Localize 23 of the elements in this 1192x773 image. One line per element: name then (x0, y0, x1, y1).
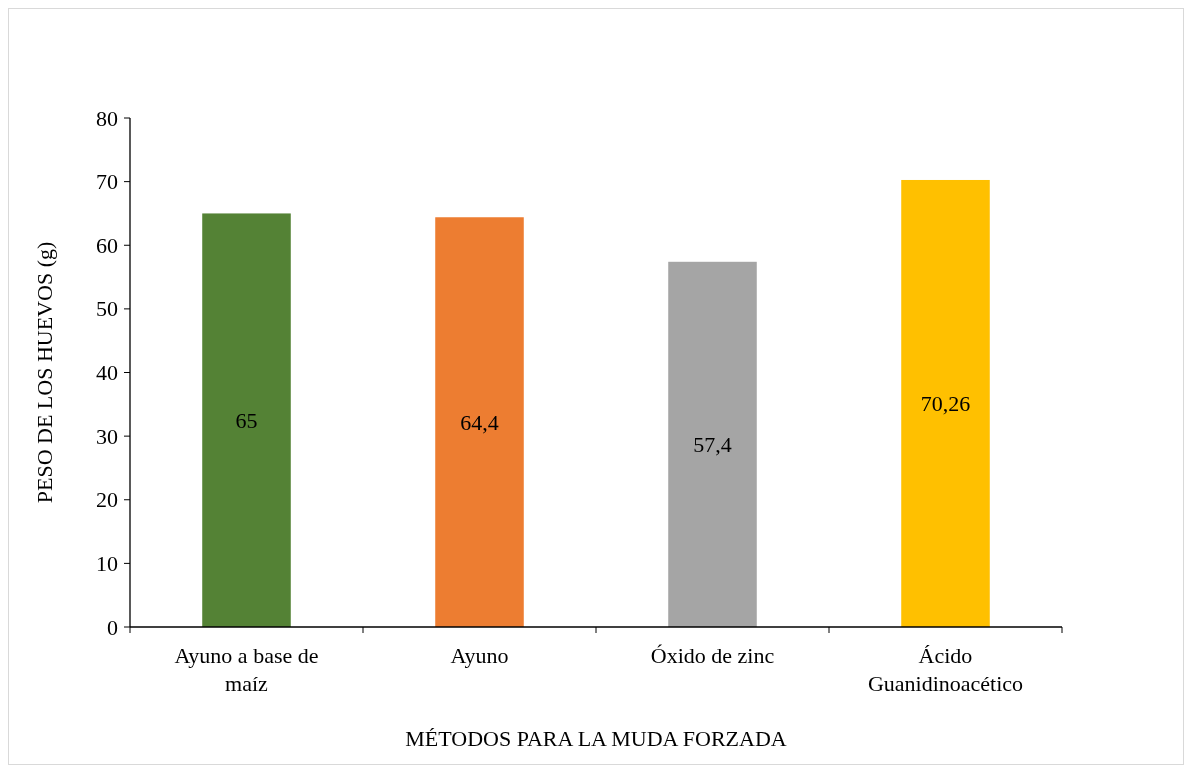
bar (202, 213, 291, 627)
y-axis-title: PESO DE LOS HUEVOS (g) (32, 241, 57, 504)
bar (435, 217, 524, 627)
x-tick-label: Ácido Guanidinoacético (867, 643, 1024, 696)
y-tick-label: 10 (96, 550, 118, 576)
data-label: 57,4 (693, 431, 732, 457)
y-tick-label: 40 (96, 360, 118, 385)
y-tick-label: 0 (107, 614, 118, 640)
data-label: 64,4 (460, 409, 499, 435)
y-tick-label: 80 (96, 105, 118, 131)
x-tick-label: Óxido de zinc (650, 643, 775, 668)
data-label: 65 (235, 407, 258, 433)
bar (901, 179, 990, 627)
y-tick-label: 20 (96, 487, 118, 513)
y-tick-label: 60 (96, 232, 118, 258)
x-tick-label: Ayuno (450, 643, 509, 668)
x-axis-title: MÉTODOS PARA LA MUDA FORZADA (405, 726, 787, 751)
bar (668, 261, 757, 627)
data-label: 70,26 (920, 390, 971, 416)
y-tick-label: 50 (96, 296, 118, 322)
y-tick-label: 70 (96, 169, 118, 195)
y-tick-label: 30 (96, 423, 118, 449)
x-tick-label: Ayuno a base de maíz (174, 643, 319, 696)
